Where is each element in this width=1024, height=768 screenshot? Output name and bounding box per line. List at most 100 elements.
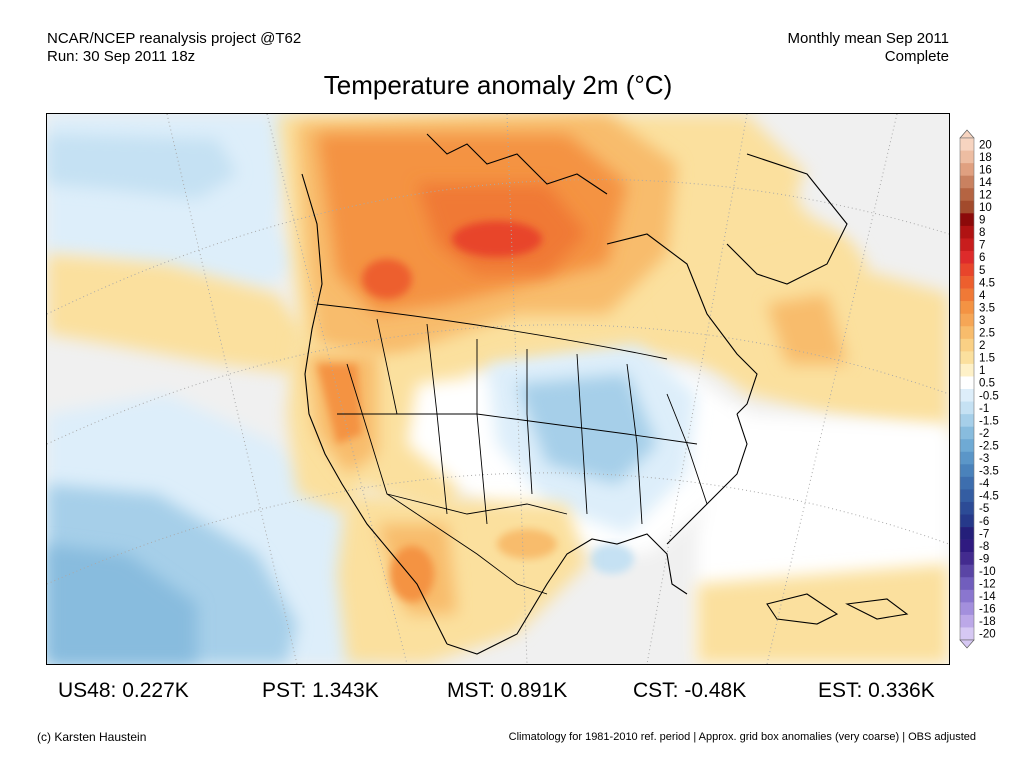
colorbar-swatch [960, 401, 974, 415]
colorbar-swatch [960, 501, 974, 515]
colorbar-swatch [960, 489, 974, 503]
colorbar-swatch [960, 338, 974, 352]
colorbar-swatch [960, 464, 974, 478]
pacific-cool-core [47, 134, 237, 199]
colorbar-tick-label: -6 [979, 516, 989, 528]
colorbar-tick-label: 5 [979, 265, 985, 277]
colorbar-tick-label: -0.5 [979, 390, 999, 402]
stat-est: EST: 0.336K [818, 679, 935, 702]
colorbar-swatch [960, 150, 974, 164]
north-atlantic-neutral [797, 154, 949, 234]
colorbar-tick-label: 6 [979, 252, 985, 264]
mexico-hot-core [390, 546, 434, 602]
colorbar-swatch [960, 527, 974, 540]
colorbar-swatch [960, 288, 974, 302]
map-canvas [47, 114, 949, 664]
header-left: NCAR/NCEP reanalysis project @T62 Run: 3… [47, 30, 301, 66]
stat-cst: CST: -0.48K [633, 679, 747, 702]
colorbar-swatch [960, 376, 974, 390]
colorbar-tick-label: 2.5 [979, 328, 995, 340]
colorbar-swatch [960, 602, 974, 616]
colorbar-tick-label: -3 [979, 453, 989, 465]
colorbar-swatch [960, 175, 974, 189]
colorbar-tick-label: -4 [979, 478, 990, 490]
colorbar-swatch [960, 552, 974, 565]
colorbar-tick-label: 4 [979, 290, 986, 302]
colorbar-swatch [960, 476, 974, 490]
colorbar-tick-label: 1.5 [979, 353, 995, 365]
colorbar-tick-label: 4.5 [979, 277, 995, 289]
colorbar-tick-label: -2 [979, 428, 989, 440]
colorbar-tick-label: -18 [979, 616, 996, 628]
colorbar-swatch [960, 389, 974, 402]
colorbar-tick-label: -5 [979, 503, 989, 515]
colorbar-swatch [960, 250, 974, 264]
colorbar-tick-label: -1 [979, 403, 989, 415]
colorbar-tick-label: -16 [979, 604, 996, 616]
rockies-hot-spot [362, 259, 412, 299]
colorbar-swatch [960, 263, 974, 277]
colorbar-tick-label: 7 [979, 240, 985, 252]
period-label: Monthly mean Sep 2011 [787, 30, 950, 47]
colorbar-swatch [960, 426, 974, 440]
colorbar-swatch [960, 514, 974, 528]
colorbar-tick-label: 18 [979, 152, 992, 164]
colorbar-swatch [960, 627, 974, 641]
colorbar-bottom-arrow [959, 639, 975, 649]
run-label: Run: 30 Sep 2011 18z [47, 48, 196, 65]
gulf-cool-patch [590, 544, 634, 574]
colorbar-swatch [960, 238, 974, 252]
colorbar-swatch [960, 439, 974, 453]
texas-warm [497, 529, 557, 559]
caribbean-warm [697, 564, 949, 664]
colorbar-swatch [960, 589, 974, 603]
atlantic-warmer [767, 294, 847, 364]
colorbar-tick-label: -7 [979, 528, 989, 540]
colorbar-tick-label: 3 [979, 315, 985, 327]
coastlines [301, 133, 909, 655]
stat-mst: MST: 0.891K [447, 679, 568, 702]
map-title: Temperature anomaly 2m (°C) [323, 70, 673, 100]
colorbar-tick-label: 20 [979, 139, 992, 151]
stat-us48: US48: 0.227K [58, 679, 189, 702]
colorbar-tick-label: 14 [979, 177, 992, 189]
colorbar-tick-label: -10 [979, 566, 996, 578]
colorbar-tick-label: -3.5 [979, 466, 999, 478]
colorbar-tick-label: -14 [979, 591, 996, 603]
colorbar-swatch [960, 225, 974, 239]
colorbar-tick-label: 0.5 [979, 378, 995, 390]
colorbar-swatch [960, 363, 974, 377]
colorbar-swatch [960, 313, 974, 327]
colorbar-swatch [960, 351, 974, 365]
colorbar-tick-label: 8 [979, 227, 985, 239]
colorbar-swatch [960, 326, 974, 340]
header-right: Monthly mean Sep 2011 Complete [788, 30, 950, 66]
anomaly-map [46, 113, 950, 665]
graticule [47, 114, 949, 664]
colorbar-swatch [960, 614, 974, 628]
colorbar-tick-label: 10 [979, 202, 992, 214]
colorbar-canvas: 201816141210987654.543.532.521.510.5-0.5… [959, 129, 999, 649]
colorbar-swatch [960, 451, 974, 465]
colorbar-swatch [960, 213, 974, 227]
project-label: NCAR/NCEP reanalysis project @T62 [47, 30, 302, 47]
colorbar-swatch [960, 138, 974, 151]
colorbar-swatch [960, 188, 974, 202]
pacific-warm-band [47, 254, 307, 374]
colorbar-swatch [960, 577, 974, 591]
colorbar-swatch [960, 163, 974, 176]
colorbar-swatch [960, 564, 974, 578]
colorbar-tick-label: -12 [979, 579, 996, 591]
hudson-hot-spot [452, 221, 542, 257]
colorbar-tick-label: 1 [979, 365, 985, 377]
colorbar-tick-label: 12 [979, 189, 992, 201]
colorbar-legend: 20 18 16 14 12 10 9 8 7 6 5 4.5 4 3.5 3 2.5 2 1.5 1 0.5 -0.5… [958, 128, 1018, 653]
stat-pst: PST: 1.343K [262, 679, 379, 702]
colorbar-tick-label: 16 [979, 164, 992, 176]
colorbar-swatch [960, 539, 974, 553]
colorbar-tick-label: 3.5 [979, 302, 995, 314]
colorbar-swatch [960, 200, 974, 214]
colorbar-tick-label: -9 [979, 553, 989, 565]
colorbar-tick-label: 2 [979, 340, 985, 352]
colorbar-tick-label: -2.5 [979, 440, 999, 452]
